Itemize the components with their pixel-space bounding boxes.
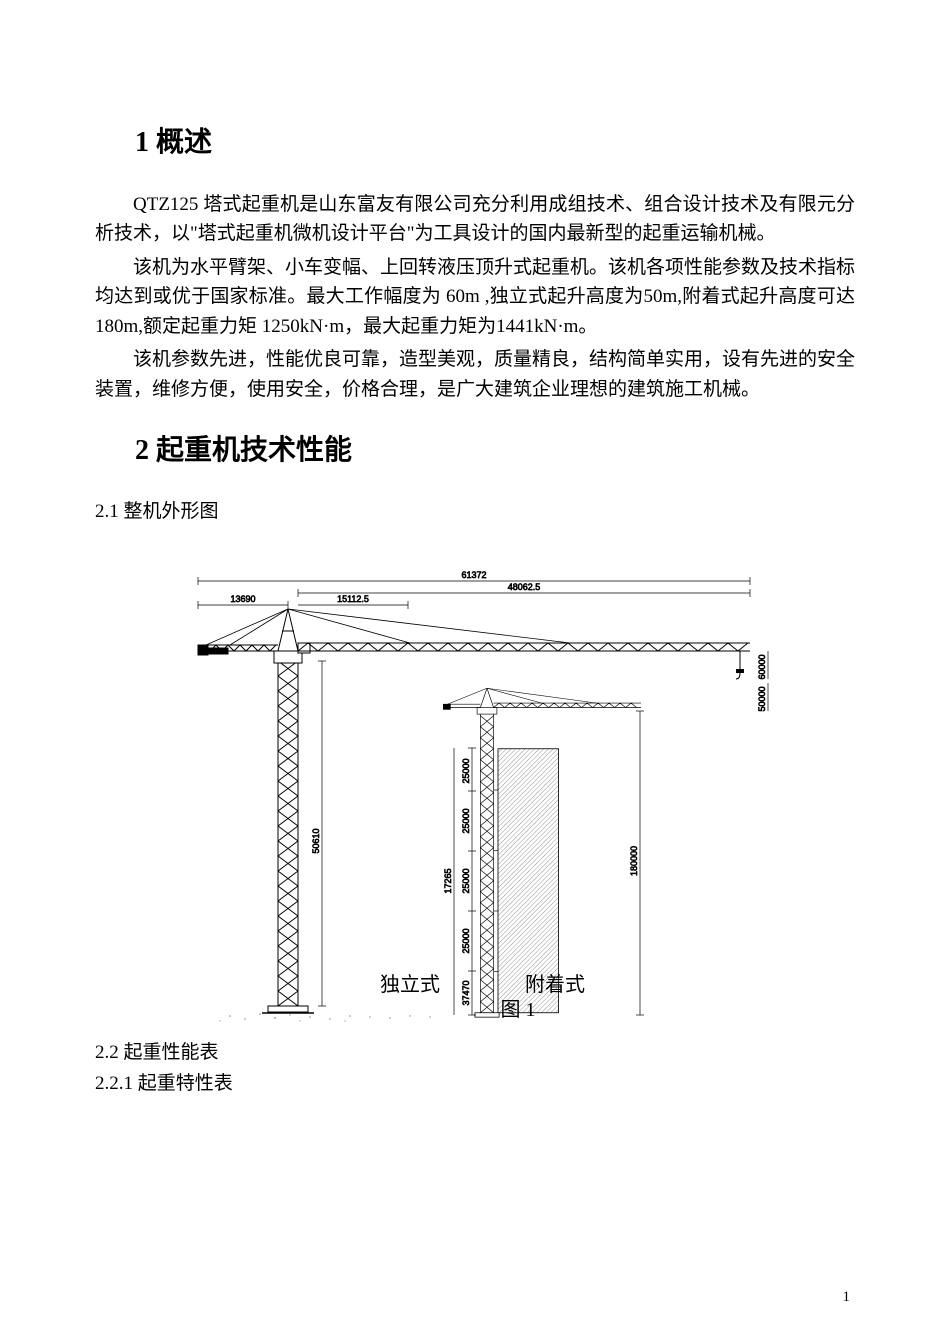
heading-overview: 1 概述: [135, 120, 855, 160]
dim-cab: 15112.5: [337, 594, 369, 604]
top-dims: 61372 48062.5 13690 15112.5: [198, 570, 750, 609]
dim-seg3: 25000: [461, 869, 471, 894]
dim-baseseg: 37470: [461, 981, 471, 1006]
left-height-dim: 50610: [311, 661, 326, 1006]
figure-container: 61372 48062.5 13690 15112.5 50610 60000 …: [95, 551, 855, 1031]
sub-2-2-1: 2.2.1 起重特性表: [95, 1068, 855, 1095]
page-number: 1: [843, 1289, 851, 1306]
heading-tech: 2 起重机技术性能: [135, 428, 855, 468]
figure-caption: 图 1: [501, 999, 536, 1021]
dim-seg4: 25000: [461, 929, 471, 954]
para-1: QTZ125 塔式起重机是山东富友有限公司充分利用成组技术、组合设计技术及有限元…: [95, 190, 855, 249]
dim-180000: 180000: [629, 846, 639, 876]
dim-60000: 60000: [757, 655, 767, 680]
figure-label-left: 独立式: [380, 973, 440, 996]
right-end-dims: 60000 50000: [757, 651, 768, 712]
dim-total: 61372: [461, 570, 486, 580]
para-3: 该机参数先进，性能优良可靠，造型美观，质量精良，结构简单实用，设有先进的安全装置…: [95, 345, 855, 404]
dim-cjib: 13690: [230, 594, 255, 604]
right-crane: [443, 688, 641, 1017]
dim-17265: 17265: [443, 869, 453, 894]
sub-2-2: 2.2 起重性能表: [95, 1037, 855, 1064]
dim-jib: 48062.5: [508, 582, 541, 592]
figure-label-right: 附着式: [525, 973, 585, 996]
left-crane: [198, 609, 750, 1013]
crane-diagram: 61372 48062.5 13690 15112.5 50610 60000 …: [170, 551, 780, 1031]
dim-tower-h: 50610: [311, 829, 321, 854]
dim-seg1: 25000: [461, 759, 471, 784]
sub-2-1: 2.1 整机外形图: [95, 496, 855, 523]
para-2: 该机为水平臂架、小车变幅、上回转液压顶升式起重机。该机各项性能参数及技术指标均达…: [95, 253, 855, 341]
dim-50000: 50000: [757, 687, 767, 712]
dim-seg2: 25000: [461, 809, 471, 834]
